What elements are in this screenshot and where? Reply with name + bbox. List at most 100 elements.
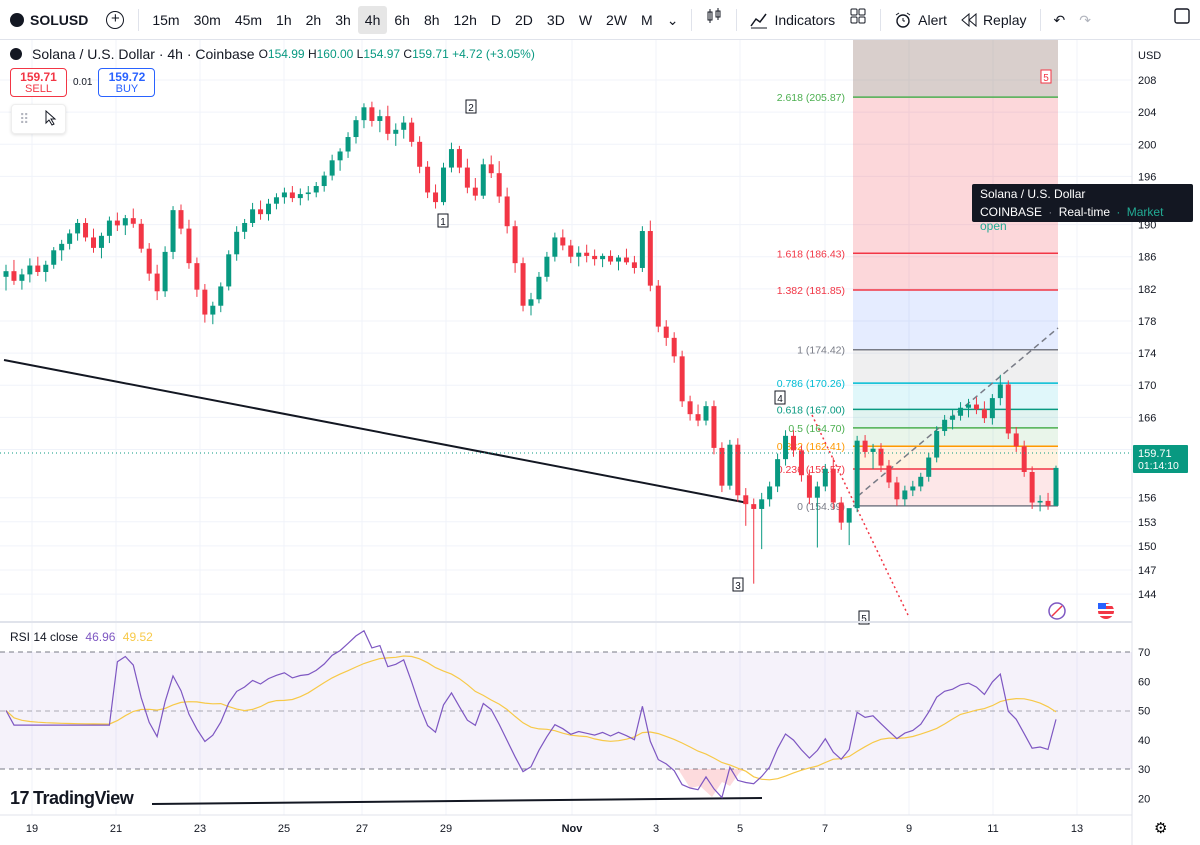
rsi-tick-label: 30 (1138, 764, 1150, 776)
fib-band (853, 40, 1058, 98)
drawing-toolbar[interactable]: ⠿ (11, 104, 66, 134)
candle (122, 214, 128, 236)
time-tick-label: Nov (562, 823, 584, 835)
timeframe-2h[interactable]: 2h (305, 11, 322, 28)
candle (504, 187, 510, 234)
tooltip-status: Market open (980, 205, 1164, 233)
drag-handle-icon[interactable]: ⠿ (19, 110, 30, 127)
candle (870, 443, 876, 469)
rsi-trendline[interactable] (151, 797, 763, 805)
sell-button[interactable]: 159.71 SELL (10, 68, 67, 97)
currency-label[interactable]: USD (1138, 50, 1161, 62)
undo-icon[interactable]: ↶ (1053, 11, 1066, 28)
timeframe-1h[interactable]: 1h (276, 11, 292, 28)
candle (226, 250, 232, 291)
fib-level-label: 0 (154.99) (797, 501, 845, 513)
fib-band (853, 409, 1058, 428)
alert-button[interactable]: Alert (887, 6, 954, 34)
symbol-legend: Solana / U.S. Dollar · 4h · Coinbase O15… (10, 46, 535, 62)
timeframe-8h[interactable]: 8h (423, 11, 440, 28)
timeframe-30m[interactable]: 30m (193, 11, 221, 28)
trendline[interactable] (3, 359, 749, 504)
time-axis[interactable]: 19 21 23 25 27 29 Nov 3 5 7 9 11 13 (0, 814, 1132, 835)
legend-title: Solana / U.S. Dollar · 4h · Coinbase (32, 46, 255, 62)
timeframe-w[interactable]: W (578, 11, 593, 28)
buy-button[interactable]: 159.72 BUY (98, 68, 156, 97)
candle (544, 251, 550, 282)
timeframe-45m[interactable]: 45m (234, 11, 263, 28)
candle (751, 498, 757, 584)
candle (297, 188, 303, 206)
alarm-clock-icon (895, 12, 911, 28)
us-flag-icon[interactable] (1098, 603, 1114, 619)
candle (250, 202, 256, 227)
cursor-arrow-icon[interactable] (44, 109, 58, 129)
wave-label: 4 (774, 390, 786, 405)
time-tick-label: 5 (737, 823, 743, 835)
tradingview-logo[interactable]: 17 TradingView (10, 788, 134, 809)
candle (273, 193, 279, 210)
timeframe-d[interactable]: D (490, 11, 501, 28)
price-tick-label: 190 (1138, 220, 1156, 232)
projection-dotted-line[interactable] (811, 414, 909, 616)
indicators-button[interactable]: Indicators (743, 6, 842, 34)
rsi-label: RSI 14 close (10, 630, 79, 644)
candle (433, 184, 439, 209)
candle (743, 488, 749, 526)
symbol-search[interactable]: SOLUSD (0, 12, 98, 28)
timeframe-12h[interactable]: 12h (453, 11, 477, 28)
chevron-down-icon[interactable]: ⌄ (666, 11, 679, 28)
candle (1005, 380, 1011, 440)
settings-gear-icon[interactable]: ⚙ (1154, 820, 1167, 837)
candle (138, 218, 144, 253)
candle (576, 246, 582, 267)
price-tick-label: 147 (1138, 565, 1156, 577)
candle (464, 158, 470, 194)
candle (592, 249, 598, 266)
candle (488, 155, 494, 178)
rsi-tick-label: 20 (1138, 793, 1150, 805)
timeframe-4h[interactable]: 4h (357, 5, 388, 34)
candle (1045, 492, 1051, 510)
fullscreen-icon[interactable] (1166, 6, 1198, 34)
candle (997, 374, 1003, 406)
solana-logo-icon (10, 48, 22, 60)
price-tick-label: 156 (1138, 493, 1156, 505)
layouts-icon[interactable] (842, 6, 874, 34)
candle (663, 320, 669, 346)
price-tick-label: 204 (1138, 107, 1156, 119)
candle (814, 481, 820, 548)
candle (59, 239, 65, 261)
svg-text:01:14:10: 01:14:10 (1138, 460, 1179, 472)
candle (480, 158, 486, 199)
timeframe-15m[interactable]: 15m (152, 11, 180, 28)
magic-icon[interactable] (1048, 602, 1066, 620)
symbol-tooltip: Solana / U.S. Dollar COINBASE · Real-tim… (972, 184, 1193, 233)
candle (1029, 466, 1035, 509)
candle (783, 430, 789, 466)
candle (958, 402, 964, 421)
replay-button[interactable]: Replay (954, 6, 1034, 34)
wave-labels: 1 2 3 4 5 5 (437, 69, 1052, 625)
timeframe-2d[interactable]: 2D (515, 11, 533, 28)
timeframe-3h[interactable]: 3h (335, 11, 351, 28)
candle (27, 258, 33, 283)
candle (409, 117, 415, 147)
separator (736, 8, 738, 31)
timeframe-2w[interactable]: 2W (606, 11, 628, 28)
svg-text:1: 1 (440, 217, 446, 228)
fib-band (853, 253, 1058, 291)
redo-icon[interactable]: ↷ (1079, 11, 1091, 28)
time-tick-label: 9 (906, 823, 912, 835)
candle (711, 400, 717, 455)
price-axis[interactable]: 2082042001961901861821781741701661621561… (1131, 40, 1156, 845)
candle-type-icon[interactable] (698, 6, 730, 34)
compare-plus-icon[interactable]: + (106, 10, 125, 29)
candle (520, 257, 526, 312)
timeframe-3d[interactable]: 3D (546, 11, 565, 28)
timeframe-6h[interactable]: 6h (394, 11, 410, 28)
timeframe-m[interactable]: M (641, 11, 653, 28)
candle (266, 198, 271, 221)
candle (671, 332, 677, 363)
